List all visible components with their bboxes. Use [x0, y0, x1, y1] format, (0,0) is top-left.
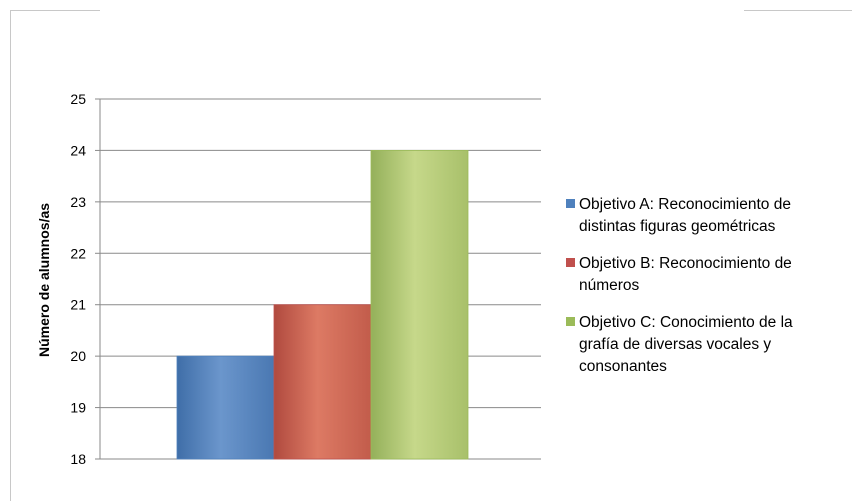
legend-item-b: Objetivo B: Reconocimiento de números: [566, 253, 852, 297]
y-axis-label: Número de alumnos/as: [36, 203, 52, 357]
legend-swatch-c: [566, 317, 575, 326]
legend-label-a: Objetivo A: Reconocimiento de distintas …: [579, 194, 791, 238]
frame-border-top-right: [744, 10, 852, 11]
bar-c: [370, 150, 469, 460]
legend-label-c-line1: Objetivo C: Conocimiento de la: [579, 314, 793, 331]
frame-border-top-left: [10, 10, 100, 11]
legend-item-c: Objetivo C: Conocimiento de la grafía de…: [566, 312, 852, 378]
frame-border-left: [10, 10, 11, 501]
legend-swatch-b: [566, 258, 575, 267]
y-tick-label-24: 24: [70, 142, 86, 158]
legend-item-a: Objetivo A: Reconocimiento de distintas …: [566, 194, 852, 238]
y-tick-label-20: 20: [70, 348, 86, 364]
legend-swatch-a: [566, 199, 575, 208]
legend-label-b-line2: números: [579, 277, 640, 294]
y-axis: 18 19 20 21 22 23 24 25: [70, 91, 101, 467]
y-tick-label-18: 18: [70, 451, 86, 467]
legend-label-b: Objetivo B: Reconocimiento de números: [579, 253, 792, 297]
legend-label-c: Objetivo C: Conocimiento de la grafía de…: [579, 312, 793, 378]
bar-b: [273, 304, 372, 460]
y-tick-label-21: 21: [70, 297, 86, 313]
bar-a: [176, 355, 275, 460]
y-tick-label-22: 22: [70, 245, 86, 261]
bars: [176, 150, 469, 460]
legend: Objetivo A: Reconocimiento de distintas …: [566, 194, 852, 393]
legend-label-a-line1: Objetivo A: Reconocimiento de: [579, 196, 791, 213]
legend-label-c-line3: consonantes: [579, 358, 667, 375]
legend-label-b-line1: Objetivo B: Reconocimiento de: [579, 255, 792, 272]
legend-label-c-line2: grafía de diversas vocales y: [579, 336, 772, 353]
y-tick-label-23: 23: [70, 194, 86, 210]
legend-label-a-line2: distintas figuras geométricas: [579, 218, 776, 235]
y-tick-label-25: 25: [70, 91, 86, 107]
y-tick-label-19: 19: [70, 400, 86, 416]
